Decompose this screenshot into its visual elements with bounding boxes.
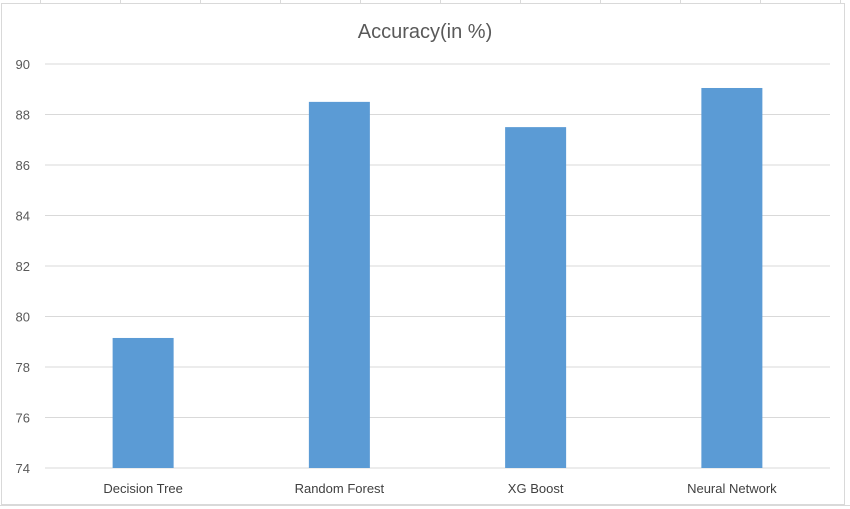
y-tick-label: 74 <box>16 461 30 476</box>
chart-area[interactable]: Accuracy(in %) 74 76 78 80 82 84 86 88 90 Decisi… <box>1 3 845 505</box>
bar-decision-tree[interactable] <box>112 337 174 468</box>
y-axis-tick-labels: 74 76 78 80 82 84 86 88 90 <box>16 57 30 476</box>
x-category-label: Decision Tree <box>103 481 182 496</box>
bar-chart: Accuracy(in %) 74 76 78 80 82 84 86 88 90 Decisi… <box>16 21 830 496</box>
x-category-label: Random Forest <box>295 481 385 496</box>
bar-random-forest[interactable] <box>308 101 370 468</box>
y-tick-label: 90 <box>16 57 30 72</box>
x-category-label: XG Boost <box>508 481 564 496</box>
y-tick-label: 86 <box>16 158 30 173</box>
x-category-label: Neural Network <box>687 481 777 496</box>
y-tick-label: 88 <box>16 108 30 123</box>
y-tick-label: 84 <box>16 209 30 224</box>
y-tick-label: 78 <box>16 360 30 375</box>
y-tick-label: 76 <box>16 411 30 426</box>
chart-title: Accuracy(in %) <box>358 21 492 43</box>
bars <box>112 87 763 469</box>
sheet-row-divider <box>0 505 850 506</box>
y-tick-label: 80 <box>16 310 30 325</box>
y-tick-label: 82 <box>16 259 30 274</box>
bar-xg-boost[interactable] <box>505 127 567 468</box>
bar-neural-network[interactable] <box>701 87 763 469</box>
gridlines <box>45 63 830 469</box>
x-axis-category-labels: Decision Tree Random Forest XG Boost Neural… <box>103 481 777 496</box>
